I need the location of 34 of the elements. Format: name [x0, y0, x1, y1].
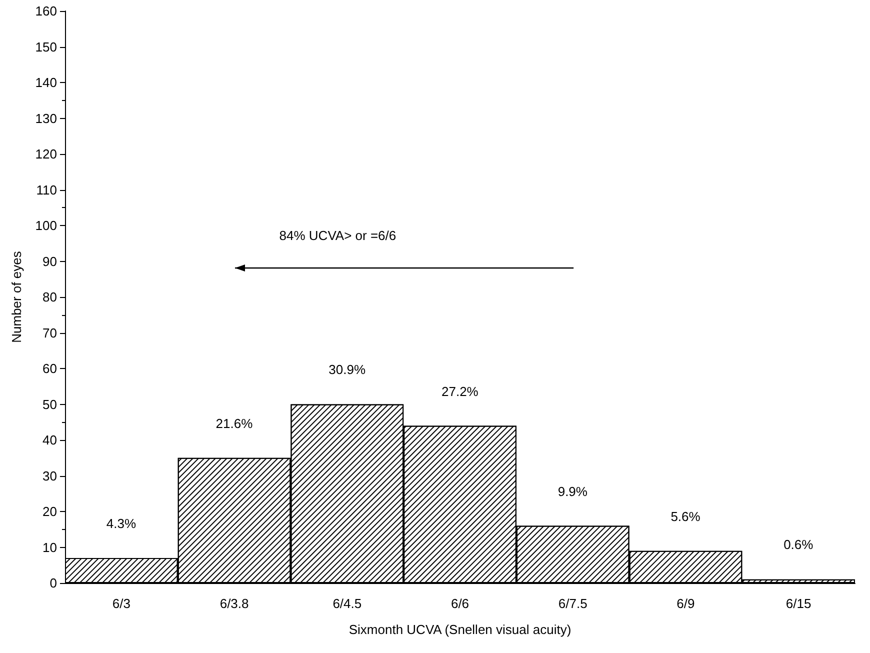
y-tick-label: 100 [35, 218, 57, 233]
y-tick-label: 160 [35, 4, 57, 18]
y-tick-label: 120 [35, 146, 57, 162]
y-tick-label: 30 [42, 468, 57, 484]
x-tick-label: 6/15 [786, 596, 812, 611]
annotation: 4.3% [106, 516, 136, 531]
y-tick-label: 50 [42, 396, 57, 412]
annotation: 27.2% [442, 384, 478, 399]
x-tick-label: 6/3 [112, 596, 130, 611]
annotation: 0.6% [784, 537, 814, 552]
y-tick-label: 10 [42, 540, 57, 555]
x-tick-label: 6/9 [676, 596, 695, 611]
y-tick-label: 140 [35, 75, 57, 90]
y-tick-label: 0 [50, 576, 57, 590]
x-tick-label: 6/6 [450, 596, 470, 611]
x-tick-label: 6/3.8 [220, 596, 249, 611]
y-tick-label: 90 [42, 254, 57, 269]
y-tick-label: 110 [36, 182, 57, 198]
y-axis-title: Number of eyes [9, 250, 24, 343]
y-tick-label: 130 [35, 110, 57, 126]
y-tick-label: 20 [42, 504, 57, 519]
annotation: 5.6% [670, 508, 700, 524]
annotation: 9.9% [558, 484, 588, 499]
y-tick-label: 40 [42, 432, 57, 448]
y-tick-label: 150 [35, 39, 57, 54]
y-tick-label: 70 [42, 325, 57, 340]
x-tick-label: 6/4.5 [332, 596, 362, 611]
y-tick-label: 60 [42, 361, 57, 376]
x-axis-title: Sixmonth UCVA (Snellen visual acuity) [348, 622, 572, 637]
annotation: 21.6% [216, 416, 253, 431]
x-tick-label: 6/7.5 [558, 596, 588, 611]
annotation: 30.9% [328, 362, 366, 378]
annotation: 84% UCVA> or =6/6 [279, 228, 396, 244]
y-tick-label: 80 [42, 290, 57, 304]
